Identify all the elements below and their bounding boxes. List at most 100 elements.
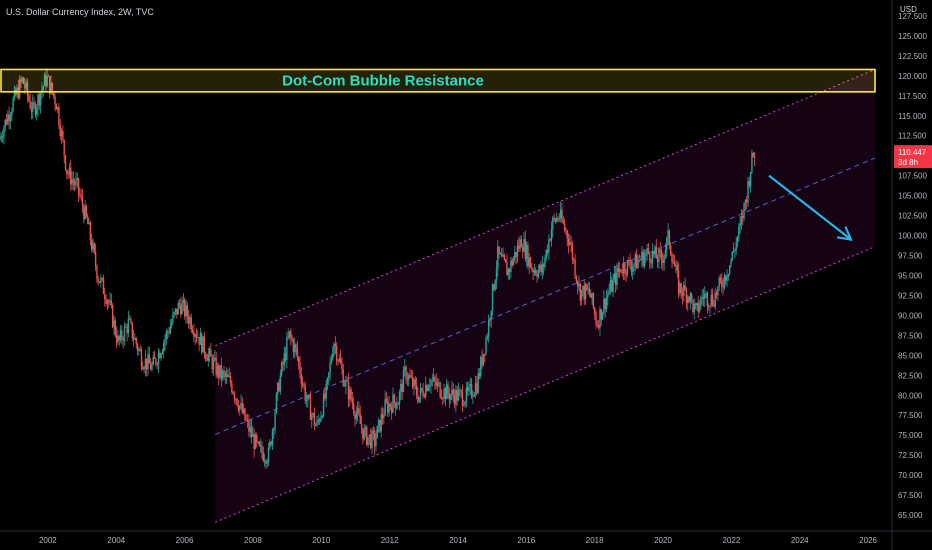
candle-down	[435, 381, 437, 386]
candle-up	[747, 181, 749, 203]
candle-up	[202, 336, 204, 353]
candle-down	[8, 114, 10, 121]
time-axis[interactable]: 2002 2004 2006 2008 2010 2012 2014 2016 2018 2020…	[39, 536, 878, 545]
candle-down	[284, 353, 287, 360]
candle-up	[578, 283, 580, 287]
candle-up	[288, 331, 291, 337]
candle-up	[332, 353, 334, 359]
candle-down	[611, 280, 613, 292]
time-tick-label: 2012	[381, 536, 399, 545]
candle-down	[719, 278, 722, 281]
candle-up	[544, 258, 546, 267]
channel-lower-line[interactable]	[215, 246, 876, 523]
candle-down	[604, 298, 606, 310]
candle-up	[643, 256, 646, 266]
candle-up	[599, 309, 601, 328]
candle-up	[147, 354, 149, 370]
candle-up	[552, 217, 554, 230]
candle-up	[138, 349, 140, 351]
candle-up	[528, 257, 530, 267]
candle-up	[32, 102, 34, 112]
candle-up	[734, 250, 736, 252]
candle-up	[317, 420, 320, 421]
candle-up	[477, 373, 479, 393]
candle-up	[119, 330, 122, 340]
candle-down	[635, 254, 638, 269]
channel-fill	[215, 69, 875, 523]
candle-up	[152, 356, 154, 365]
symbol-title: U.S. Dollar Currency Index, 2W, TVC	[6, 7, 154, 17]
candle-down	[444, 388, 447, 400]
candle-up	[472, 396, 474, 398]
candle-up	[607, 293, 609, 298]
projection-arrow[interactable]	[768, 174, 853, 241]
candle-down	[583, 285, 585, 300]
price-tick-label: 70.000	[898, 471, 923, 480]
resistance-zone[interactable]: Dot-Com Bubble Resistance	[0, 68, 876, 93]
candle-down	[742, 215, 744, 219]
candle-down	[201, 333, 203, 353]
candle-up	[18, 79, 21, 98]
candle-down	[527, 245, 529, 267]
candle-down	[54, 96, 56, 105]
candle-down	[694, 303, 697, 306]
candle-up	[645, 253, 647, 257]
candle-down	[489, 319, 491, 321]
candle-up	[68, 167, 71, 175]
candle-down	[0, 136, 3, 138]
candle-down	[148, 354, 151, 364]
candle-down	[426, 384, 428, 391]
candle-down	[73, 182, 76, 186]
candle-up	[704, 294, 706, 299]
candle-up	[618, 269, 621, 272]
candle-up	[294, 344, 296, 353]
price-tick-label: 67.500	[898, 491, 923, 500]
candle-up	[356, 408, 359, 414]
candle-up	[0, 136, 1, 140]
candle-down	[393, 394, 396, 403]
candle-up	[679, 283, 681, 294]
candle-down	[672, 262, 675, 264]
candle-down	[411, 377, 414, 388]
candle-down	[33, 102, 35, 105]
candle-up	[343, 385, 346, 387]
candle-up	[683, 285, 685, 297]
candle-up	[194, 334, 196, 337]
candle-up	[273, 428, 275, 431]
candle-up	[71, 179, 73, 185]
candle-up	[305, 400, 308, 402]
candle-down	[668, 230, 671, 246]
candle-up	[639, 259, 642, 261]
candle-up	[718, 278, 720, 287]
price-tick-label: 125.000	[898, 32, 927, 41]
candle-down	[122, 339, 124, 342]
candle-down	[229, 376, 232, 384]
candle-down	[680, 283, 682, 293]
resistance-zone-box[interactable]	[0, 68, 876, 93]
candle-up	[464, 401, 466, 406]
candle-down	[17, 87, 20, 98]
price-tick-label: 82.500	[898, 371, 923, 380]
candle-up	[495, 268, 498, 281]
channel-upper-line[interactable]	[215, 69, 876, 347]
price-axis[interactable]: 65.000 67.500 70.000 72.500 75.000 77.500 80.0…	[898, 12, 927, 520]
time-tick-label: 2014	[449, 536, 467, 545]
candle-down	[566, 230, 568, 239]
candle-up	[413, 379, 415, 388]
candle-down	[223, 370, 225, 374]
candle-down	[448, 393, 451, 400]
candle-down	[218, 365, 220, 378]
time-tick-label: 2010	[312, 536, 330, 545]
candle-down	[126, 326, 128, 334]
candle-down	[257, 441, 259, 443]
candle-down	[452, 389, 454, 396]
candle-down	[536, 274, 538, 277]
candle-down	[245, 420, 247, 421]
candle-down	[215, 357, 217, 376]
candle-down	[339, 358, 342, 364]
candle-up	[307, 395, 309, 401]
candle-down	[94, 251, 97, 267]
candle-up	[468, 385, 470, 392]
time-tick-label: 2018	[586, 536, 604, 545]
